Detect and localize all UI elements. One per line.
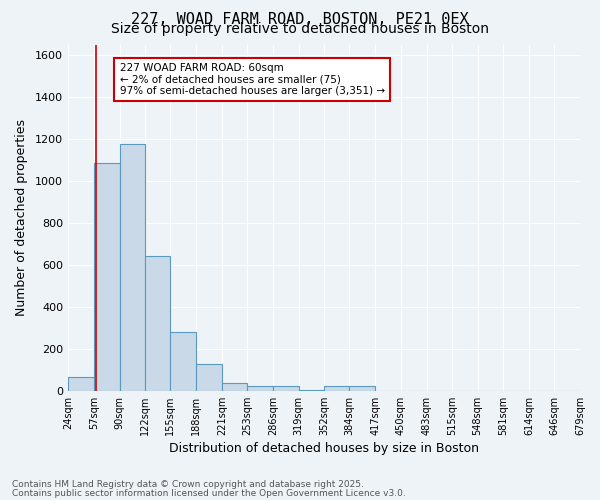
- Bar: [299, 390, 325, 391]
- Text: Contains public sector information licensed under the Open Government Licence v3: Contains public sector information licen…: [12, 488, 406, 498]
- Bar: [325, 386, 349, 391]
- Text: 227 WOAD FARM ROAD: 60sqm
← 2% of detached houses are smaller (75)
97% of semi-d: 227 WOAD FARM ROAD: 60sqm ← 2% of detach…: [119, 63, 385, 96]
- Bar: [145, 256, 170, 391]
- Bar: [196, 364, 222, 391]
- Bar: [68, 377, 94, 391]
- Text: Contains HM Land Registry data © Crown copyright and database right 2025.: Contains HM Land Registry data © Crown c…: [12, 480, 364, 489]
- Bar: [222, 383, 247, 391]
- Bar: [94, 164, 119, 391]
- Text: Size of property relative to detached houses in Boston: Size of property relative to detached ho…: [111, 22, 489, 36]
- Text: 227, WOAD FARM ROAD, BOSTON, PE21 0EX: 227, WOAD FARM ROAD, BOSTON, PE21 0EX: [131, 12, 469, 28]
- X-axis label: Distribution of detached houses by size in Boston: Distribution of detached houses by size …: [169, 442, 479, 455]
- Bar: [349, 386, 375, 391]
- Bar: [119, 144, 145, 391]
- Bar: [273, 386, 299, 391]
- Y-axis label: Number of detached properties: Number of detached properties: [15, 120, 28, 316]
- Bar: [170, 332, 196, 391]
- Bar: [247, 386, 273, 391]
